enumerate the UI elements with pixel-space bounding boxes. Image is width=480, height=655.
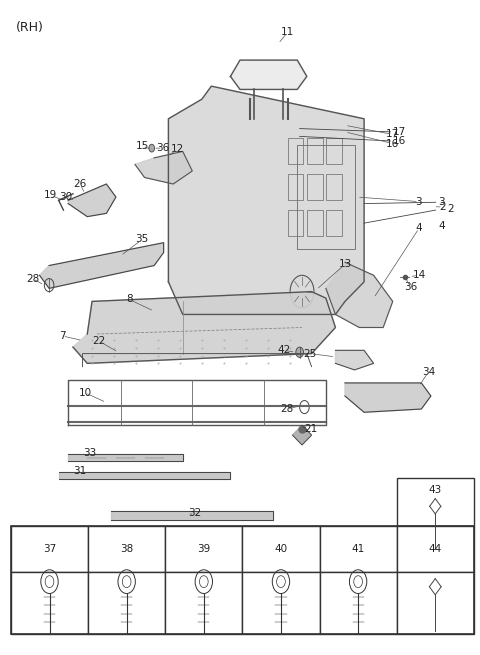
Polygon shape	[68, 454, 183, 461]
Text: 41: 41	[351, 544, 365, 554]
Text: 26: 26	[73, 179, 87, 189]
Bar	[288, 210, 303, 236]
Text: 14: 14	[412, 271, 426, 280]
Text: 37: 37	[43, 544, 56, 554]
Polygon shape	[230, 60, 307, 90]
Bar	[288, 174, 303, 200]
Bar	[396, 572, 474, 634]
Bar	[165, 527, 242, 572]
Text: 40: 40	[275, 544, 288, 554]
Text: 21: 21	[304, 424, 317, 434]
Text: 28: 28	[280, 404, 293, 414]
Text: 3: 3	[416, 196, 422, 206]
Circle shape	[296, 347, 303, 358]
Bar	[307, 174, 323, 200]
Bar	[396, 477, 474, 527]
Text: 15: 15	[135, 141, 149, 151]
Bar	[320, 527, 396, 572]
Text: 33: 33	[83, 449, 96, 458]
Polygon shape	[73, 291, 336, 364]
Text: 43: 43	[429, 485, 442, 495]
Polygon shape	[345, 383, 431, 412]
Circle shape	[149, 144, 155, 152]
Text: 32: 32	[188, 508, 201, 518]
Bar	[326, 174, 342, 200]
Text: 13: 13	[338, 259, 352, 269]
Polygon shape	[336, 350, 373, 370]
Bar	[307, 138, 323, 164]
Text: 28: 28	[26, 274, 39, 284]
Text: 16: 16	[386, 139, 399, 149]
Text: 44: 44	[429, 544, 442, 554]
Bar	[11, 572, 88, 634]
Text: 2: 2	[447, 204, 454, 214]
Polygon shape	[111, 512, 274, 520]
Text: 38: 38	[120, 544, 133, 554]
Text: 17: 17	[393, 127, 406, 137]
Bar	[165, 572, 242, 634]
Bar	[307, 210, 323, 236]
Text: 34: 34	[422, 367, 435, 377]
Text: 36: 36	[156, 143, 169, 153]
Text: 39: 39	[197, 544, 210, 554]
Polygon shape	[59, 472, 230, 479]
Bar	[326, 138, 342, 164]
Text: 42: 42	[277, 345, 290, 355]
Bar	[396, 527, 474, 572]
Bar	[288, 138, 303, 164]
Text: 4: 4	[438, 221, 444, 231]
Text: 30: 30	[59, 192, 72, 202]
Text: 12: 12	[170, 145, 184, 155]
Text: 35: 35	[135, 234, 149, 244]
Polygon shape	[326, 262, 393, 328]
Bar	[320, 572, 396, 634]
Polygon shape	[168, 86, 364, 314]
Text: (RH): (RH)	[16, 21, 44, 34]
Bar	[88, 527, 165, 572]
Text: 8: 8	[126, 295, 132, 305]
Text: 3: 3	[438, 197, 444, 207]
Bar	[11, 527, 88, 572]
Text: 4: 4	[416, 223, 422, 233]
Text: 7: 7	[59, 331, 66, 341]
Text: 22: 22	[93, 336, 106, 346]
Text: 2: 2	[440, 202, 446, 212]
Bar	[326, 210, 342, 236]
Polygon shape	[68, 184, 116, 217]
Text: 36: 36	[404, 282, 418, 292]
Bar	[242, 572, 320, 634]
Polygon shape	[39, 243, 164, 288]
Text: 31: 31	[73, 466, 87, 476]
Polygon shape	[292, 425, 312, 445]
Text: 11: 11	[281, 27, 294, 37]
Text: 17: 17	[386, 130, 399, 140]
Text: 16: 16	[393, 136, 406, 146]
Text: 25: 25	[303, 348, 317, 358]
Bar	[242, 527, 320, 572]
Polygon shape	[135, 151, 192, 184]
Text: 10: 10	[78, 388, 92, 398]
Bar	[88, 572, 165, 634]
Bar	[11, 527, 474, 634]
Text: 19: 19	[44, 190, 57, 200]
